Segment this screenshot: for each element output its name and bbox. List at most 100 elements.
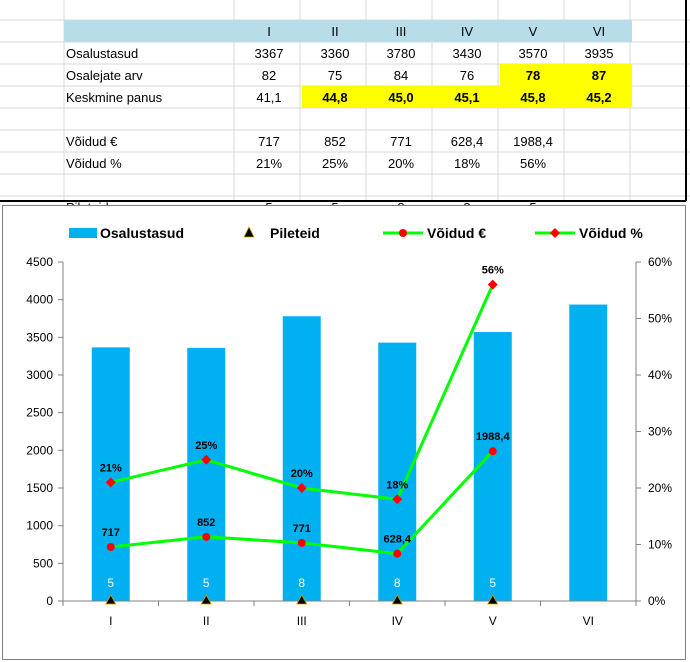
value-cell[interactable] <box>566 108 632 130</box>
value-cell[interactable]: 3935 <box>584 45 614 61</box>
value-cell[interactable]: 84 <box>393 67 409 83</box>
legend-swatch <box>69 228 97 238</box>
value-cell[interactable] <box>236 108 302 130</box>
y-tick-label-right: 60% <box>648 255 672 269</box>
ticket-marker <box>391 594 403 605</box>
column-header-cell[interactable]: III <box>368 20 434 42</box>
row-label-cell[interactable]: Keskmine panus <box>66 89 163 105</box>
ticket-marker <box>200 594 212 605</box>
line-data-label: 717 <box>102 527 120 539</box>
value-cell[interactable] <box>368 174 434 196</box>
header-corner-cell[interactable] <box>64 20 236 42</box>
table-row: Osalustasud 3367 3360 3780 3430 3570 3935 <box>64 42 632 64</box>
ticket-marker <box>105 594 117 605</box>
value-cell[interactable] <box>302 174 368 196</box>
line-marker <box>392 494 403 505</box>
column-header-cell[interactable]: I <box>236 20 302 42</box>
y-tick-label-left: 0 <box>46 594 53 608</box>
line-marker <box>393 549 402 558</box>
y-tick-label-right: 50% <box>648 312 672 326</box>
data-table: I II III IV V VI Osalustasud 3367 3360 3780 3430 35… <box>64 20 632 218</box>
y-tick-label-left: 3000 <box>26 368 53 382</box>
column-header-cell[interactable]: VI <box>566 20 632 42</box>
value-cell[interactable]: 45,0 <box>368 86 434 108</box>
value-cell[interactable] <box>566 130 632 152</box>
value-cell[interactable] <box>236 174 302 196</box>
value-cell[interactable]: 41,1 <box>256 89 282 105</box>
value-cell[interactable] <box>434 174 500 196</box>
table-row: Võidud € 717 852 771 628,4 1988,4 <box>64 130 632 152</box>
column-header-cell[interactable]: V <box>500 20 566 42</box>
value-cell[interactable] <box>500 108 566 130</box>
value-cell[interactable]: 45,8 <box>500 86 566 108</box>
value-cell[interactable] <box>566 174 632 196</box>
value-cell[interactable]: 20% <box>387 155 415 171</box>
row-label-cell[interactable]: Võidud % <box>66 155 122 171</box>
y-tick-label-left: 4000 <box>26 293 53 307</box>
legend-marker <box>399 229 407 237</box>
combo-chart: 0 500 1000 1500 2000 2500 3000 3500 4000 4500 0% 10… <box>26 225 672 628</box>
value-cell[interactable]: 628,4 <box>450 133 484 149</box>
y-tick-label-left: 500 <box>33 556 53 570</box>
value-cell[interactable] <box>302 108 368 130</box>
chart-area[interactable]: 0 500 1000 1500 2000 2500 3000 3500 4000 4500 0% 10… <box>2 205 686 660</box>
value-cell[interactable]: 3570 <box>518 45 548 61</box>
value-cell[interactable]: 3367 <box>254 45 284 61</box>
y-tick-label-left: 2500 <box>26 406 53 420</box>
legend-marker <box>550 228 560 238</box>
line-marker <box>201 454 212 465</box>
line-data-label: 771 <box>293 523 311 535</box>
x-tick-label: I <box>109 614 112 628</box>
column-header-cell[interactable]: II <box>302 20 368 42</box>
y-tick-label-left: 4500 <box>26 255 53 269</box>
value-cell[interactable]: 87 <box>566 64 632 86</box>
legend-label: Võidud € <box>427 225 486 241</box>
bar <box>569 304 608 601</box>
ticket-marker <box>487 594 499 605</box>
value-cell[interactable]: 717 <box>258 133 280 149</box>
x-tick-label: V <box>489 614 497 628</box>
row-label-cell[interactable]: Võidud € <box>66 133 118 149</box>
column-header-cell[interactable]: IV <box>434 20 500 42</box>
value-cell[interactable]: 78 <box>500 64 566 86</box>
row-label-cell[interactable]: Osalustasud <box>66 45 139 61</box>
value-cell[interactable]: 76 <box>459 67 475 83</box>
line-marker <box>487 279 498 290</box>
ticket-data-label: 8 <box>298 576 305 590</box>
row-label-cell[interactable]: Osalejate arv <box>66 67 143 83</box>
value-cell[interactable]: 82 <box>261 67 277 83</box>
value-cell[interactable]: 1988,4 <box>513 133 553 149</box>
y-tick-label-left: 1500 <box>26 481 53 495</box>
y-tick-label-left: 2000 <box>26 443 53 457</box>
value-cell[interactable]: 44,8 <box>302 86 368 108</box>
legend-label: Pileteid <box>270 225 320 241</box>
value-cell[interactable] <box>500 174 566 196</box>
value-cell[interactable]: 45,2 <box>566 86 632 108</box>
value-cell[interactable]: 25% <box>321 155 349 171</box>
value-cell[interactable]: 3360 <box>320 45 350 61</box>
line-data-label: 20% <box>291 468 313 480</box>
value-cell[interactable] <box>434 108 500 130</box>
value-cell[interactable] <box>566 152 632 174</box>
y-tick-label-right: 0% <box>648 594 666 608</box>
line-data-label: 21% <box>100 462 122 474</box>
ticket-data-label: 5 <box>489 576 496 590</box>
value-cell[interactable]: 771 <box>390 133 412 149</box>
value-cell[interactable]: 45,1 <box>434 86 500 108</box>
line-marker <box>488 447 497 456</box>
value-cell[interactable]: 56% <box>519 155 547 171</box>
value-cell[interactable]: 852 <box>324 133 346 149</box>
value-cell[interactable]: 21% <box>255 155 283 171</box>
value-cell[interactable]: 75 <box>327 67 343 83</box>
row-label-cell[interactable] <box>64 108 236 130</box>
row-label-cell[interactable] <box>64 174 236 196</box>
value-cell[interactable]: 3430 <box>452 45 482 61</box>
value-cell[interactable]: 18% <box>453 155 481 171</box>
value-cell[interactable] <box>368 108 434 130</box>
value-cell[interactable]: 3780 <box>386 45 416 61</box>
ticket-data-label: 5 <box>107 576 114 590</box>
x-tick-label: II <box>203 614 210 628</box>
y-tick-label-right: 40% <box>648 368 672 382</box>
y-tick-label-right: 10% <box>648 538 672 552</box>
line-data-label: 18% <box>386 479 408 491</box>
